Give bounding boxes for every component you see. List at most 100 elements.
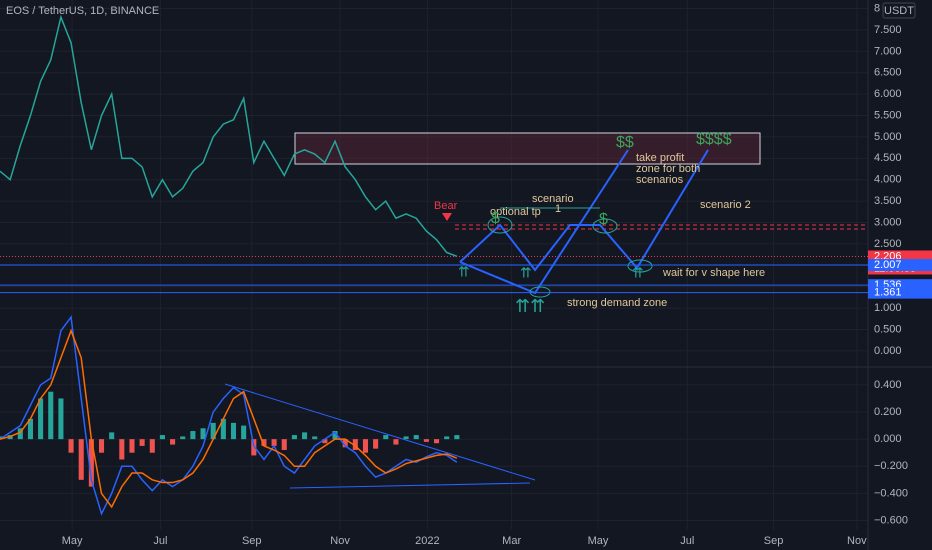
histogram-bar [129,439,135,453]
histogram-bar [78,439,84,480]
up-arrow: ⇈⇈ [515,296,545,316]
histogram-bar [454,435,460,440]
y-tick-label: 8 [874,2,880,14]
histogram-bar [322,439,328,444]
y-tick-label: 0.000 [874,433,902,445]
histogram-bar [423,439,429,442]
histogram-bar [261,439,267,446]
histogram-bar [180,436,186,440]
histogram-bar [332,431,338,440]
annotation: take profit [636,152,684,164]
histogram-bar [17,428,23,440]
chart-title: EOS / TetherUS, 1D, BINANCE [6,5,159,17]
histogram-bar [413,435,419,440]
currency-box [882,2,916,19]
annotation: wait for v shape here [662,267,765,279]
y-tick-label: 5.500 [874,109,902,121]
histogram-bar [159,435,165,440]
annotation: $ [491,210,500,227]
line [0,14,458,258]
trend-line [224,383,536,481]
histogram-bar [109,432,115,440]
trend-line [289,482,531,489]
histogram-bar [383,435,389,440]
histogram-bar [403,436,409,440]
histogram-bar [68,439,74,453]
x-tick-label: Nov [330,535,350,547]
price-label-box [868,286,932,299]
histogram-bar [27,418,33,440]
histogram-bar [119,439,125,460]
price-label-box [868,258,932,271]
histogram-bar [352,439,358,450]
y-tick-label: 0.500 [874,323,902,335]
up-arrow: ⇈ [520,265,532,281]
histogram-bar [220,418,226,440]
y-tick-label: −0.200 [874,460,908,472]
annotation: $ [599,211,608,228]
histogram-bar [210,422,216,440]
histogram-bar [38,398,44,440]
y-tick-label: 3.000 [874,216,902,228]
x-tick-label: Mar [502,535,521,547]
y-tick-label: 4.000 [874,174,902,186]
circle [627,259,653,273]
annotation: optional tp [490,206,541,218]
x-tick-label: Sep [764,535,784,547]
price-label: 1.361 [874,287,902,299]
histogram-bar [230,422,237,440]
y-tick-label: 7.500 [874,24,902,36]
circle [592,218,618,234]
y-tick-label: 7.000 [874,45,902,57]
zone-box [294,132,761,165]
histogram-bar [170,439,176,445]
y-tick-label: 5.000 [874,131,902,143]
annotation: zone for both [636,163,700,175]
annotation: $$ [616,134,634,151]
y-tick-label: 4.500 [874,152,902,164]
histogram-bar [291,435,297,440]
y-tick-label: −0.400 [874,487,908,499]
circle [529,286,551,298]
histogram-bar [190,431,196,440]
histogram-bar [281,439,287,450]
histogram-bar [342,439,348,448]
annotation: scenario 2 [700,199,751,211]
y-tick-label: −0.600 [874,514,908,526]
arrows: ⇈ ⇈ ⇈⇈ ⇈ [458,264,644,316]
annotation: strong demand zone [567,297,667,309]
scenario-path [459,149,709,272]
y-tick-label: 0.000 [874,345,902,357]
histogram-bar [434,439,440,444]
histogram-bar [251,439,257,456]
y-tick-label: 1.000 [874,302,902,314]
x-tick-label: Nov [847,535,867,547]
histogram-bar [302,432,308,440]
y-tick-label: 0.400 [874,379,902,391]
histogram-bar [88,439,94,487]
histogram-bar [444,436,450,440]
bear-arrow [442,213,452,221]
histogram-bar [149,439,155,453]
x-tick-label: Jul [680,535,694,547]
x-tick-label: May [62,535,83,547]
x-tick-label: May [588,535,609,547]
histogram-bar [139,439,145,446]
annotation: scenarios [636,174,684,186]
y-tick-label: 2.500 [874,238,902,250]
line [0,315,458,516]
histogram-bar [58,398,64,440]
histogram-bar [200,428,206,440]
histogram-bar [98,439,105,453]
x-tick-label: Jul [153,535,167,547]
histogram-bar [241,425,247,440]
histogram-bar [373,439,379,449]
x-tick-label: Sep [242,535,262,547]
up-arrow: ⇈ [632,265,644,281]
currency: USDT [884,5,914,17]
annotation: scenario [532,193,574,205]
histogram-bar [48,391,54,440]
line [0,328,458,509]
y-tick-label: 3.500 [874,195,902,207]
